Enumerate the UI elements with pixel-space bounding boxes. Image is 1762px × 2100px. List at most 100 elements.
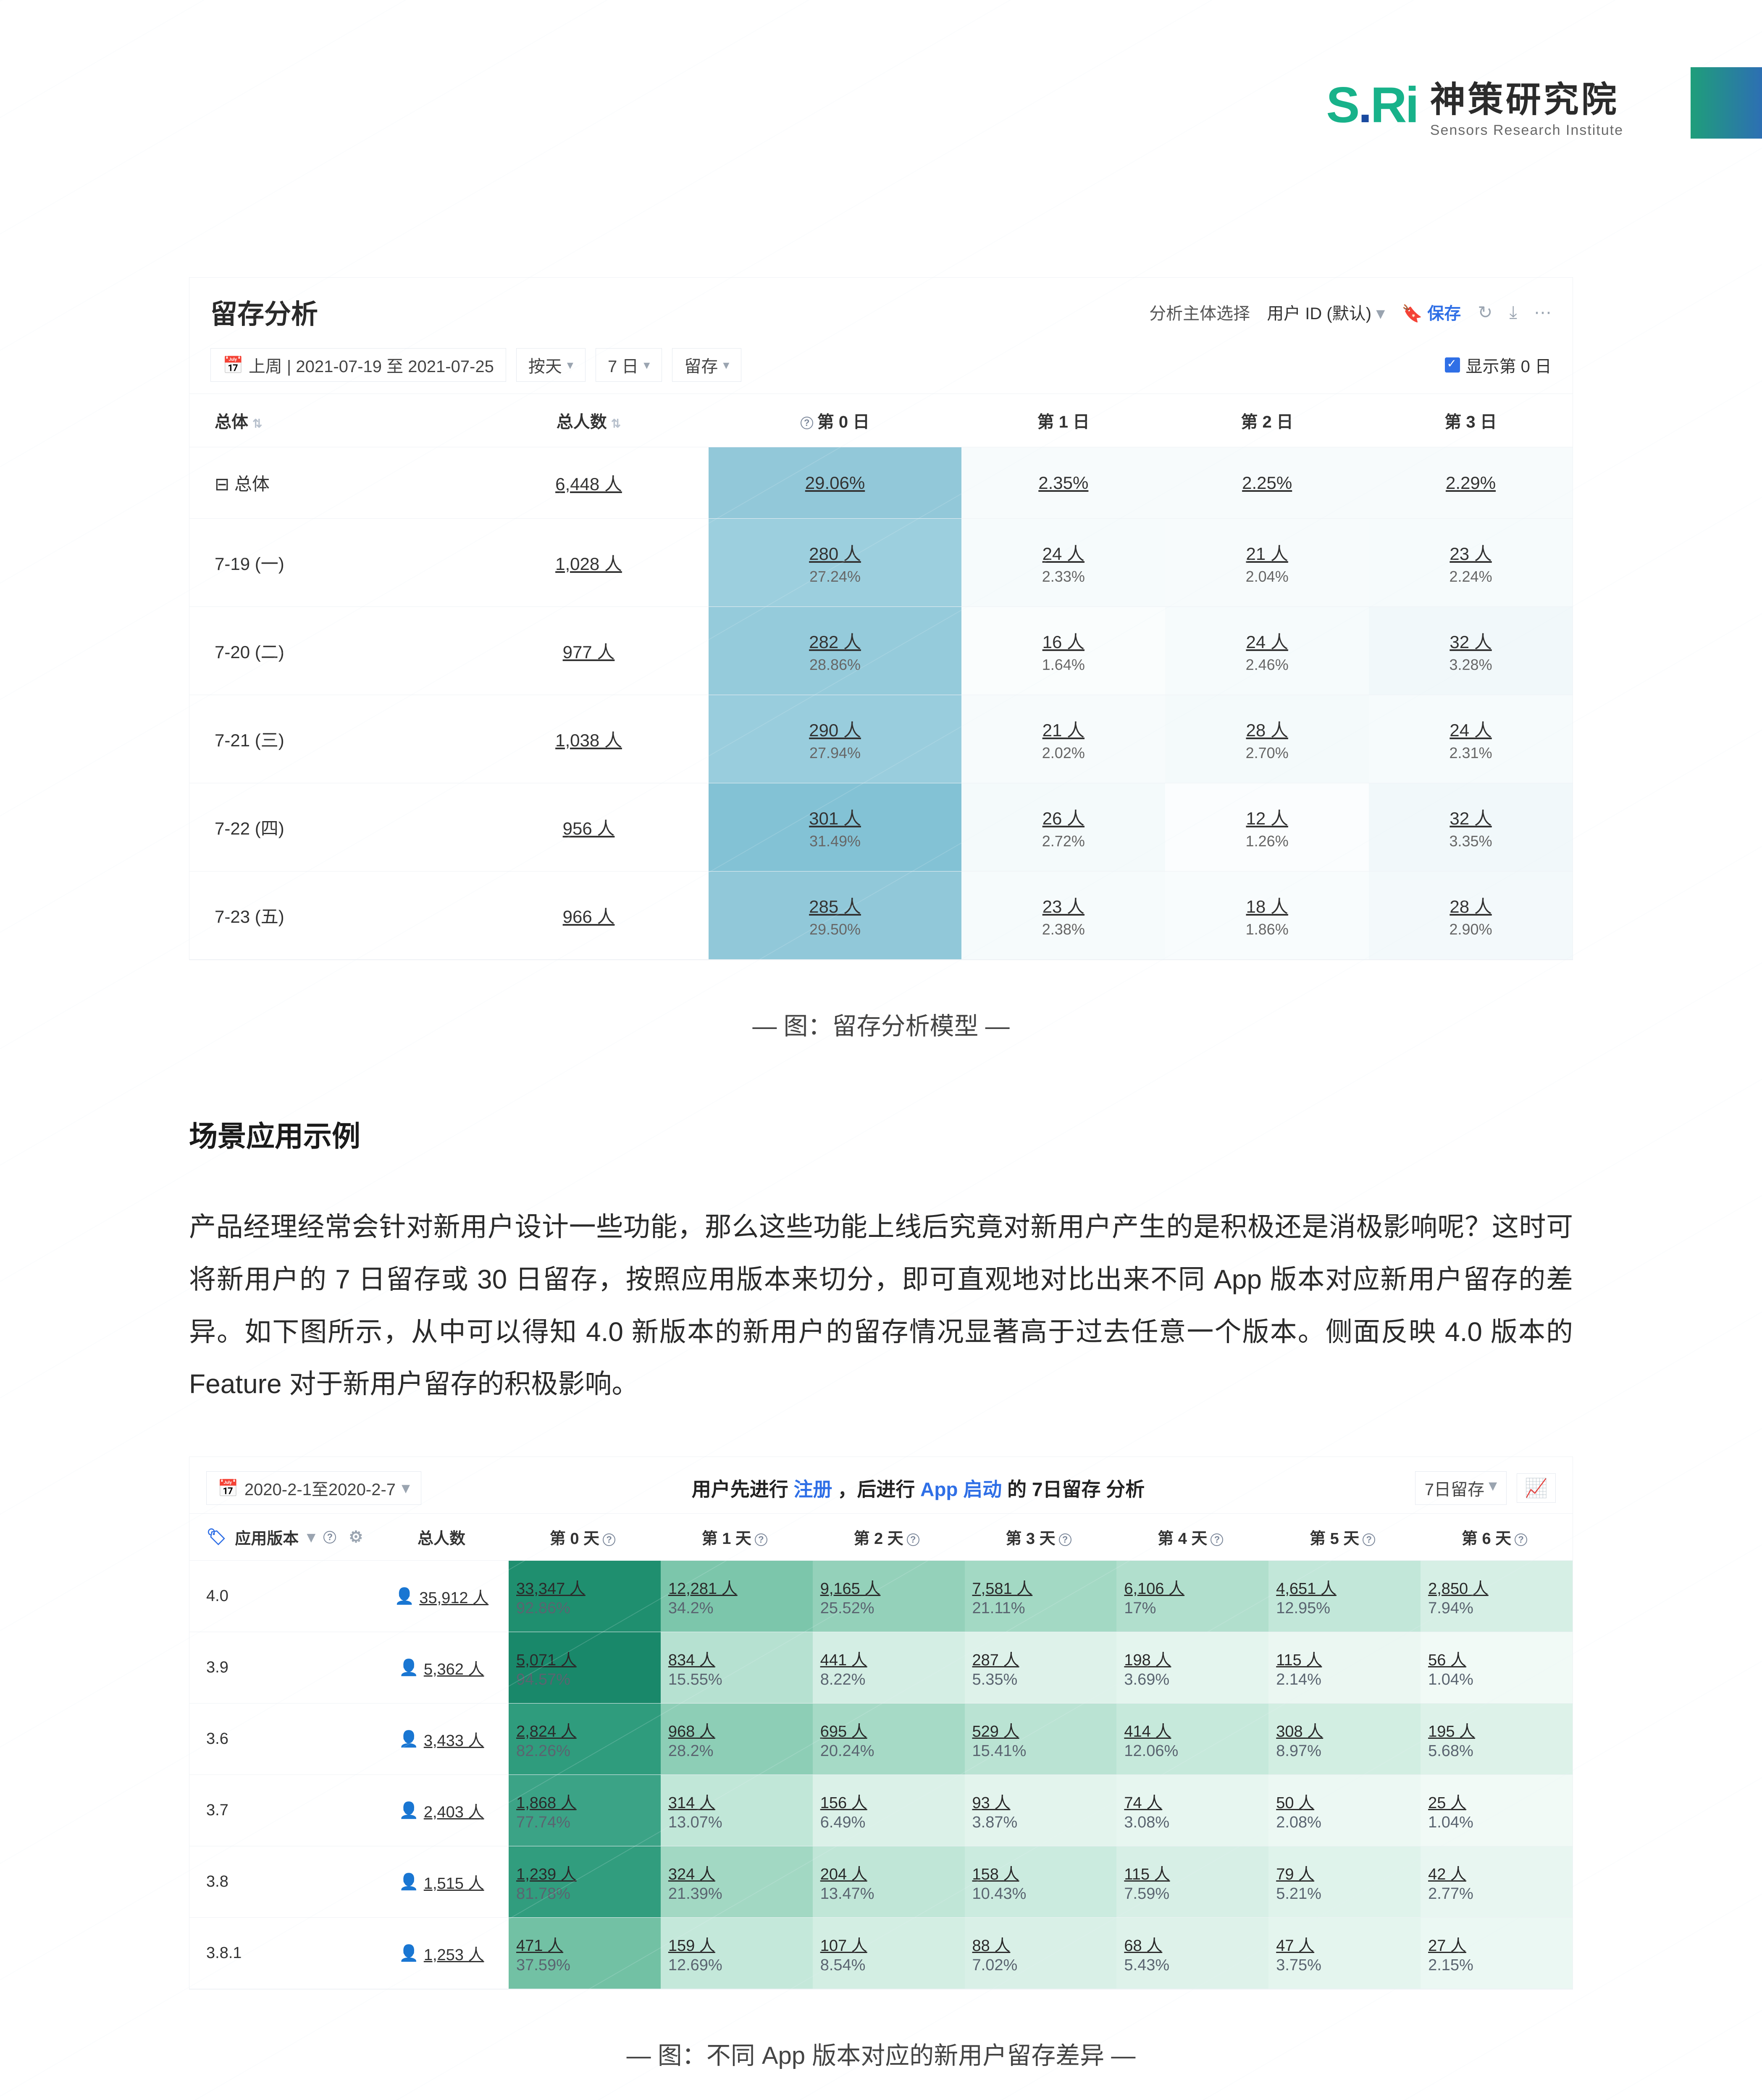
version-cell[interactable]: 287 人5.35% xyxy=(965,1632,1117,1704)
more-icon[interactable]: ⋯ xyxy=(1534,302,1552,323)
version-cell[interactable]: 695 人20.24% xyxy=(813,1704,965,1775)
version-col-header[interactable]: 第 5 天? xyxy=(1268,1514,1421,1561)
version-cell[interactable]: 5,071 人94.57% xyxy=(509,1632,661,1704)
version-cell[interactable]: 441 人8.22% xyxy=(813,1632,965,1704)
show-day0-checkbox[interactable]: 显示第 0 日 xyxy=(1445,353,1552,377)
version-cell[interactable]: 12,281 人34.2% xyxy=(661,1561,813,1632)
retention-col-header[interactable]: 第 2 日 xyxy=(1165,394,1369,447)
version-cell[interactable]: 27 人2.15% xyxy=(1421,1918,1573,1989)
version-col-header[interactable]: 第 3 天? xyxy=(965,1514,1117,1561)
retention-cell[interactable]: 32 人3.28% xyxy=(1369,607,1573,695)
save-button[interactable]: 🔖 保存 xyxy=(1402,300,1461,324)
version-label[interactable]: 3.9 xyxy=(189,1632,374,1704)
version-total[interactable]: 👤1,253 人 xyxy=(374,1918,509,1989)
version-label[interactable]: 4.0 xyxy=(189,1561,374,1632)
version-label[interactable]: 3.7 xyxy=(189,1775,374,1846)
version-cell[interactable]: 159 人12.69% xyxy=(661,1918,813,1989)
retention-cell[interactable]: 28 人2.90% xyxy=(1369,872,1573,960)
grain-chip[interactable]: 按天 ▾ xyxy=(516,348,586,382)
version-col-header[interactable]: 第 2 天? xyxy=(813,1514,965,1561)
row-label[interactable]: 7-21 (三) xyxy=(189,695,469,783)
retention-cell[interactable]: 301 人31.49% xyxy=(709,783,962,872)
retention-cell[interactable]: 23 人2.38% xyxy=(961,872,1165,960)
retention-cell[interactable]: 285 人29.50% xyxy=(709,872,962,960)
version-cell[interactable]: 529 人15.41% xyxy=(965,1704,1117,1775)
row-label[interactable]: ⊟ 总体 xyxy=(189,447,469,519)
row-total[interactable]: 966 人 xyxy=(469,872,708,960)
retention-col-header[interactable]: 第 1 日 xyxy=(961,394,1165,447)
retention-cell[interactable]: 26 人2.72% xyxy=(961,783,1165,872)
row-label[interactable]: 7-19 (一) xyxy=(189,519,469,607)
retention-cell[interactable]: 2.35% xyxy=(961,447,1165,519)
retention-col-header[interactable]: ?第 0 日 xyxy=(709,394,962,447)
retention-cell[interactable]: 12 人1.26% xyxy=(1165,783,1369,872)
version-cell[interactable]: 204 人13.47% xyxy=(813,1846,965,1918)
version-cell[interactable]: 107 人8.54% xyxy=(813,1918,965,1989)
version-total[interactable]: 👤3,433 人 xyxy=(374,1704,509,1775)
version-cell[interactable]: 93 人3.87% xyxy=(965,1775,1117,1846)
chart-toggle-icon[interactable]: 📈 xyxy=(1517,1473,1556,1503)
retention-cell[interactable]: 23 人2.24% xyxy=(1369,519,1573,607)
version-col-header[interactable]: 第 6 天? xyxy=(1421,1514,1573,1561)
version-cell[interactable]: 1,239 人81.78% xyxy=(509,1846,661,1918)
p2-date-chip[interactable]: 📅 2020-2-1至2020-2-7 ▾ xyxy=(206,1471,421,1505)
version-cell[interactable]: 79 人5.21% xyxy=(1268,1846,1421,1918)
version-cell[interactable]: 195 人5.68% xyxy=(1421,1704,1573,1775)
version-cell[interactable]: 834 人15.55% xyxy=(661,1632,813,1704)
version-cell[interactable]: 314 人13.07% xyxy=(661,1775,813,1846)
row-label[interactable]: 7-23 (五) xyxy=(189,872,469,960)
version-cell[interactable]: 115 人7.59% xyxy=(1116,1846,1268,1918)
version-cell[interactable]: 9,165 人25.52% xyxy=(813,1561,965,1632)
version-cell[interactable]: 414 人12.06% xyxy=(1116,1704,1268,1775)
version-cell[interactable]: 2,824 人82.26% xyxy=(509,1704,661,1775)
retention-cell[interactable]: 290 人27.94% xyxy=(709,695,962,783)
version-cell[interactable]: 308 人8.97% xyxy=(1268,1704,1421,1775)
row-label[interactable]: 7-22 (四) xyxy=(189,783,469,872)
row-total[interactable]: 6,448 人 xyxy=(469,447,708,519)
version-cell[interactable]: 471 人37.59% xyxy=(509,1918,661,1989)
retention-cell[interactable]: 2.25% xyxy=(1165,447,1369,519)
version-cell[interactable]: 115 人2.14% xyxy=(1268,1632,1421,1704)
version-cell[interactable]: 88 人7.02% xyxy=(965,1918,1117,1989)
retention-cell[interactable]: 18 人1.86% xyxy=(1165,872,1369,960)
version-cell[interactable]: 47 人3.75% xyxy=(1268,1918,1421,1989)
version-total[interactable]: 👤35,912 人 xyxy=(374,1561,509,1632)
version-cell[interactable]: 50 人2.08% xyxy=(1268,1775,1421,1846)
refresh-icon[interactable]: ↻ xyxy=(1478,302,1492,323)
version-cell[interactable]: 968 人28.2% xyxy=(661,1704,813,1775)
version-col-header[interactable]: 第 4 天? xyxy=(1116,1514,1268,1561)
retention-cell[interactable]: 24 人2.46% xyxy=(1165,607,1369,695)
version-cell[interactable]: 156 人6.49% xyxy=(813,1775,965,1846)
version-cell[interactable]: 7,581 人21.11% xyxy=(965,1561,1117,1632)
version-cell[interactable]: 6,106 人17% xyxy=(1116,1561,1268,1632)
retention-cell[interactable]: 28 人2.70% xyxy=(1165,695,1369,783)
version-cell[interactable]: 56 人1.04% xyxy=(1421,1632,1573,1704)
retention-cell[interactable]: 32 人3.35% xyxy=(1369,783,1573,872)
subject-select[interactable]: 用户 ID (默认) ▾ xyxy=(1267,300,1385,324)
collapse-icon[interactable]: ⊟ xyxy=(215,474,234,494)
version-label[interactable]: 3.6 xyxy=(189,1704,374,1775)
version-cell[interactable]: 4,651 人12.95% xyxy=(1268,1561,1421,1632)
retention-cell[interactable]: 24 人2.31% xyxy=(1369,695,1573,783)
version-total[interactable]: 👤2,403 人 xyxy=(374,1775,509,1846)
metric-chip[interactable]: 留存 ▾ xyxy=(672,348,741,382)
retention-cell[interactable]: 280 人27.24% xyxy=(709,519,962,607)
version-cell[interactable]: 1,868 人77.74% xyxy=(509,1775,661,1846)
sort-icon[interactable]: ⇅ xyxy=(252,417,262,430)
row-total[interactable]: 1,028 人 xyxy=(469,519,708,607)
retention-cell[interactable]: 21 人2.04% xyxy=(1165,519,1369,607)
days-chip[interactable]: 7 日 ▾ xyxy=(596,348,662,382)
version-label[interactable]: 3.8.1 xyxy=(189,1918,374,1989)
version-label[interactable]: 3.8 xyxy=(189,1846,374,1918)
download-icon[interactable]: ⤓ xyxy=(1509,302,1517,323)
version-col-header[interactable]: 第 1 天? xyxy=(661,1514,813,1561)
version-total[interactable]: 👤5,362 人 xyxy=(374,1632,509,1704)
gear-icon[interactable]: ⚙ xyxy=(349,1528,363,1546)
row-total[interactable]: 956 人 xyxy=(469,783,708,872)
sort-icon[interactable]: ⇅ xyxy=(611,417,621,430)
retention-cell[interactable]: 24 人2.33% xyxy=(961,519,1165,607)
p2-title-link2[interactable]: App 启动 xyxy=(920,1478,1002,1500)
filter-header[interactable]: 🏷应用版本 ▾? ⚙ xyxy=(189,1514,374,1561)
retention-cell[interactable]: 2.29% xyxy=(1369,447,1573,519)
date-range-chip[interactable]: 📅 上周 | 2021-07-19 至 2021-07-25 xyxy=(210,348,506,382)
